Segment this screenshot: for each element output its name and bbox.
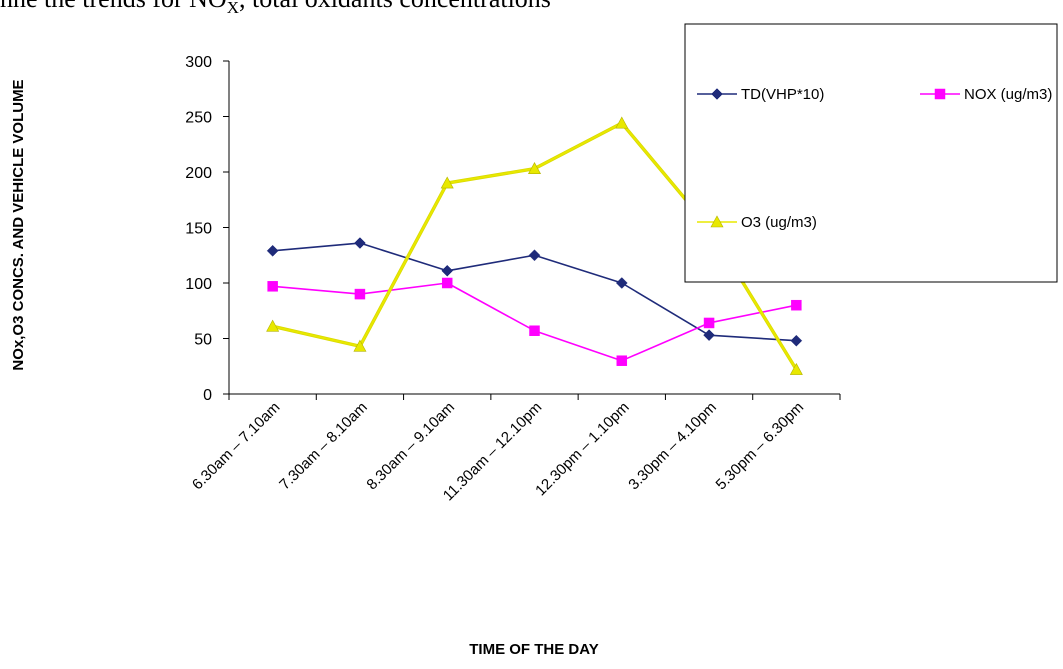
data-point (354, 237, 366, 249)
data-point (529, 325, 540, 336)
legend-label: TD(VHP*10) (741, 86, 824, 103)
data-point (266, 319, 280, 332)
data-point (441, 277, 453, 289)
series-line (272, 282, 797, 362)
caption-subscript: X (226, 0, 239, 18)
series-nox-ug-m3 (267, 277, 802, 366)
y-axis-label: NOx,O3 CONCS. AND VEHICLE VOLUME (10, 79, 27, 370)
data-point (353, 339, 367, 352)
data-point (354, 288, 366, 300)
y-tick-label: 0 (203, 387, 212, 404)
data-point (527, 162, 542, 174)
x-tick-label: 6.30am – 7.10am (189, 399, 284, 494)
x-tick-label: 12.30pm – 1.10pm (532, 399, 632, 499)
y-tick-label: 150 (185, 221, 212, 238)
x-tick-label: 8.30am – 9.10am (363, 399, 458, 494)
legend-swatch-marker (710, 215, 724, 228)
x-tick-label: 7.30am – 8.10am (276, 399, 371, 494)
y-tick-label: 300 (185, 54, 212, 71)
legend-swatch-marker (711, 88, 723, 100)
data-point (616, 355, 628, 366)
data-point (703, 317, 715, 329)
caption-text: nne the trends for NOX, total oxidants c… (0, 0, 1063, 24)
legend-label: NOX (ug/m3) (964, 86, 1052, 103)
legend-entry-nox-ug-m3: NOX (ug/m3) (920, 86, 1052, 103)
data-point (266, 244, 279, 257)
x-tick-label: 11.30am – 12.10pm (440, 399, 546, 505)
y-tick-label: 200 (185, 165, 212, 182)
x-tick-label: 5.30pm – 6.30pm (713, 399, 808, 494)
y-tick-label: 100 (185, 276, 212, 293)
data-point (615, 277, 628, 289)
data-point (790, 334, 803, 347)
data-point (441, 264, 454, 277)
data-point (528, 249, 541, 262)
y-tick-label: 250 (185, 110, 212, 127)
legend-label: O3 (ug/m3) (741, 214, 817, 231)
legend-swatch-marker (934, 88, 946, 100)
caption-prefix: nne the trends for NO (0, 0, 227, 13)
data-point (703, 329, 715, 342)
x-axis-label: TIME OF THE DAY (469, 641, 598, 658)
data-point (615, 116, 629, 129)
x-tick-label: 3.30pm – 4.10pm (625, 399, 720, 494)
data-point (789, 362, 803, 375)
data-point (267, 281, 278, 292)
legend-entry-td-vhp-10: TD(VHP*10) (697, 86, 824, 103)
legend-box (684, 23, 1058, 283)
y-tick-label: 50 (194, 332, 212, 349)
series-td-vhp-10 (266, 237, 803, 347)
data-point (791, 299, 802, 311)
legend: TD(VHP*10) NOX (ug/m3) O3 (ug/m3) (684, 23, 1058, 283)
caption-suffix: , total oxidants concentrations (239, 0, 551, 13)
legend-entry-o3-ug-m3: O3 (ug/m3) (697, 214, 817, 231)
data-point (440, 176, 454, 189)
